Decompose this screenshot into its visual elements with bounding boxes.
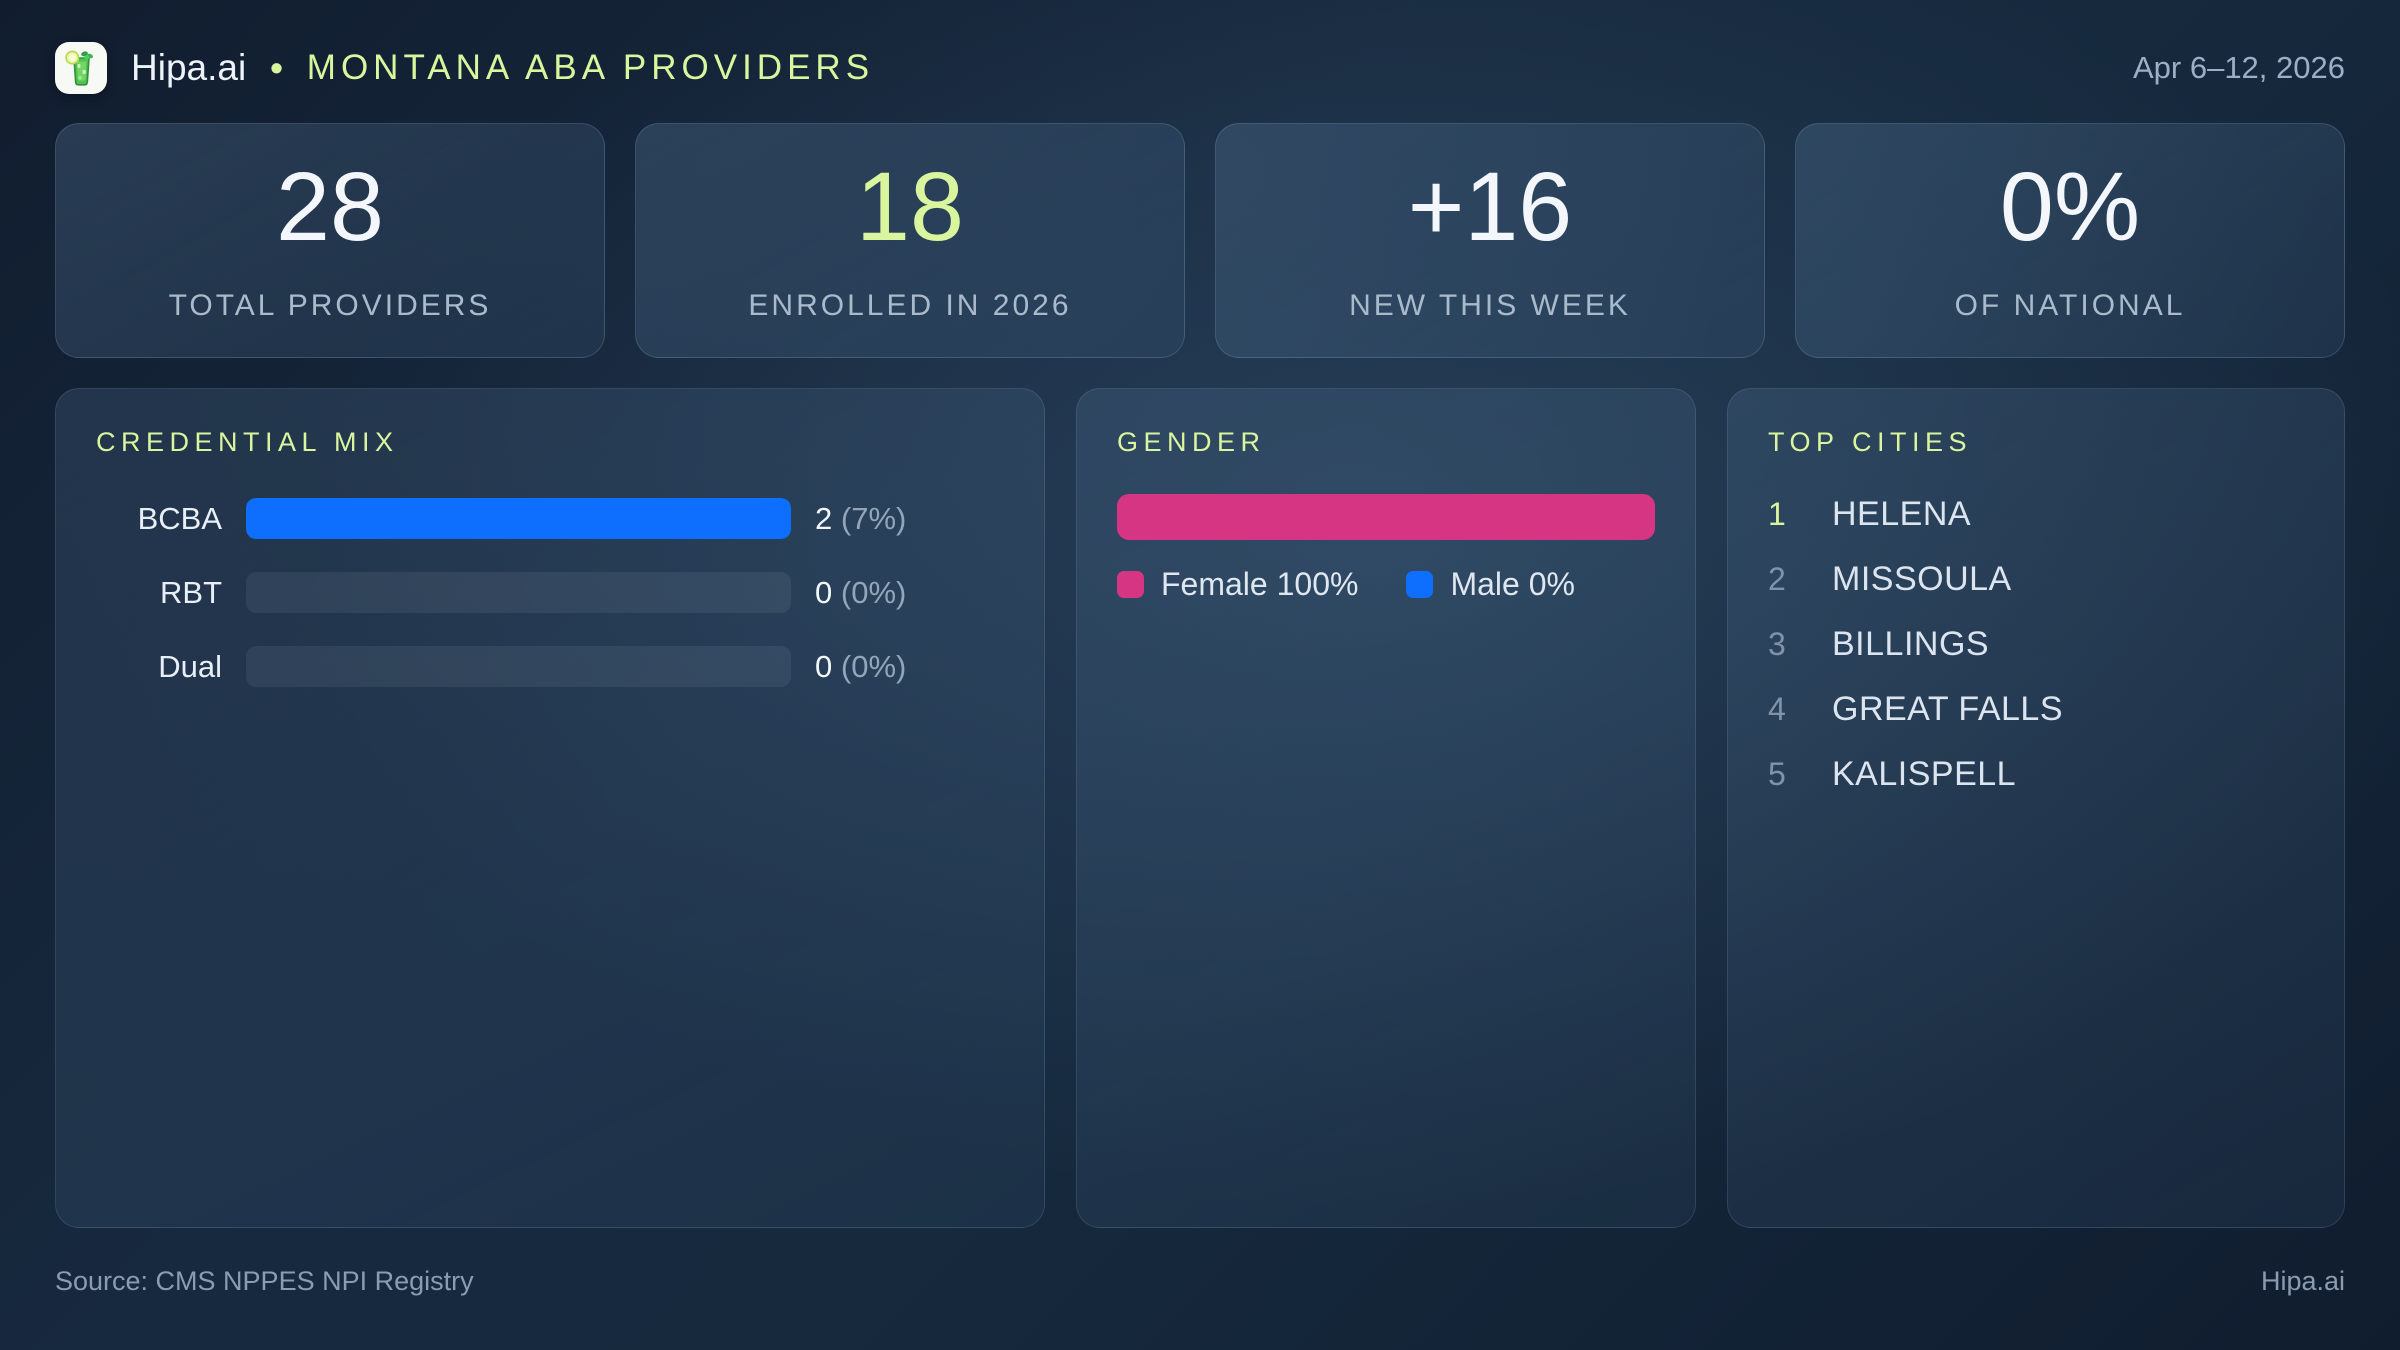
kpi-card-of-national: 0% OF NATIONAL bbox=[1795, 123, 2345, 358]
bar-fill bbox=[246, 498, 791, 539]
kpi-label: ENROLLED IN 2026 bbox=[748, 289, 1072, 322]
legend-label: Female 100% bbox=[1161, 566, 1359, 602]
female-swatch-icon bbox=[1117, 571, 1144, 598]
kpi-card-enrolled: 18 ENROLLED IN 2026 bbox=[635, 123, 1185, 358]
list-item: 4 GREAT FALLS bbox=[1768, 689, 2304, 729]
kpi-label: OF NATIONAL bbox=[1954, 289, 2186, 322]
gender-stacked-bar bbox=[1117, 494, 1655, 540]
footer: Source: CMS NPPES NPI Registry Hipa.ai bbox=[55, 1266, 2345, 1297]
credential-row-bcba: BCBA 2 (7%) bbox=[96, 498, 1004, 539]
list-item: 2 MISSOULA bbox=[1768, 559, 2304, 599]
footer-brand: Hipa.ai bbox=[2260, 1266, 2345, 1296]
mojito-glass-icon bbox=[65, 50, 93, 86]
credential-percent: (7%) bbox=[840, 500, 907, 536]
city-name: MISSOULA bbox=[1832, 559, 2012, 598]
city-name: KALISPELL bbox=[1832, 754, 2017, 793]
gender-segment-female bbox=[1117, 494, 1655, 540]
page-title: MONTANA ABA PROVIDERS bbox=[306, 47, 875, 87]
city-name: HELENA bbox=[1832, 494, 1972, 533]
kpi-row: 28 TOTAL PROVIDERS 18 ENROLLED IN 2026 +… bbox=[55, 123, 2345, 358]
brand-name: Hipa.ai bbox=[131, 46, 247, 88]
male-swatch-icon bbox=[1406, 571, 1434, 598]
kpi-label: TOTAL PROVIDERS bbox=[168, 289, 492, 322]
kpi-label: NEW THIS WEEK bbox=[1349, 289, 1631, 322]
credential-row-rbt: RBT 0 (0%) bbox=[96, 572, 1004, 613]
kpi-value: +16 bbox=[1407, 152, 1573, 261]
city-rank: 2 bbox=[1768, 560, 1786, 597]
credential-value: 0 (0%) bbox=[815, 649, 906, 685]
kpi-card-new-this-week: +16 NEW THIS WEEK bbox=[1215, 123, 1765, 358]
credential-bars: BCBA 2 (7%) RBT 0 (0%) Dual bbox=[96, 498, 1004, 687]
credential-value: 0 (0%) bbox=[815, 575, 906, 611]
credential-label: BCBA bbox=[137, 500, 222, 536]
header: Hipa.ai • MONTANA ABA PROVIDERS Apr 6–12… bbox=[55, 0, 2345, 95]
separator-dot-icon: • bbox=[270, 46, 283, 88]
credential-count: 0 bbox=[815, 648, 833, 684]
top-cities-panel: TOP CITIES 1 HELENA 2 MISSOULA 3 BILLING… bbox=[1727, 388, 2345, 1228]
city-name: GREAT FALLS bbox=[1832, 689, 2063, 728]
credential-count: 0 bbox=[815, 574, 833, 610]
city-rank: 4 bbox=[1768, 690, 1786, 727]
credential-value: 2 (7%) bbox=[815, 501, 906, 537]
bar-track bbox=[246, 572, 791, 613]
list-item: 3 BILLINGS bbox=[1768, 624, 2304, 664]
credential-label: Dual bbox=[158, 648, 222, 684]
gender-legend: Female 100% Male 0% bbox=[1117, 566, 1655, 603]
data-source-note: Source: CMS NPPES NPI Registry bbox=[55, 1266, 474, 1296]
kpi-value: 28 bbox=[276, 152, 384, 261]
kpi-value: 0% bbox=[1999, 152, 2141, 261]
legend-label: Male 0% bbox=[1450, 566, 1575, 602]
city-name: BILLINGS bbox=[1832, 624, 1990, 663]
brand-logo bbox=[55, 41, 107, 94]
legend-item-male: Male 0% bbox=[1406, 566, 1575, 603]
credential-count: 2 bbox=[815, 500, 833, 536]
legend-item-female: Female 100% bbox=[1117, 566, 1358, 603]
date-range: Apr 6–12, 2026 bbox=[2132, 49, 2345, 85]
list-item: 1 HELENA bbox=[1768, 494, 2304, 534]
gender-panel: GENDER Female 100% Male 0% bbox=[1076, 388, 1696, 1228]
bar-track bbox=[246, 498, 791, 539]
bar-track bbox=[246, 646, 791, 687]
city-rank: 5 bbox=[1768, 755, 1786, 792]
credential-row-dual: Dual 0 (0%) bbox=[96, 646, 1004, 687]
credential-percent: (0%) bbox=[840, 648, 907, 684]
credential-percent: (0%) bbox=[840, 574, 907, 610]
panels-row: CREDENTIAL MIX BCBA 2 (7%) RBT 0 (0%) bbox=[55, 388, 2345, 1228]
panel-title: TOP CITIES bbox=[1768, 427, 1973, 457]
credential-label: RBT bbox=[160, 574, 222, 610]
panel-title: CREDENTIAL MIX bbox=[96, 427, 399, 457]
cities-list: 1 HELENA 2 MISSOULA 3 BILLINGS 4 GREAT F… bbox=[1768, 494, 2304, 794]
credential-mix-panel: CREDENTIAL MIX BCBA 2 (7%) RBT 0 (0%) bbox=[55, 388, 1045, 1228]
kpi-value: 18 bbox=[856, 152, 964, 261]
city-rank: 1 bbox=[1768, 495, 1786, 532]
city-rank: 3 bbox=[1768, 625, 1786, 662]
list-item: 5 KALISPELL bbox=[1768, 754, 2304, 794]
panel-title: GENDER bbox=[1117, 427, 1266, 457]
kpi-card-total-providers: 28 TOTAL PROVIDERS bbox=[55, 123, 605, 358]
